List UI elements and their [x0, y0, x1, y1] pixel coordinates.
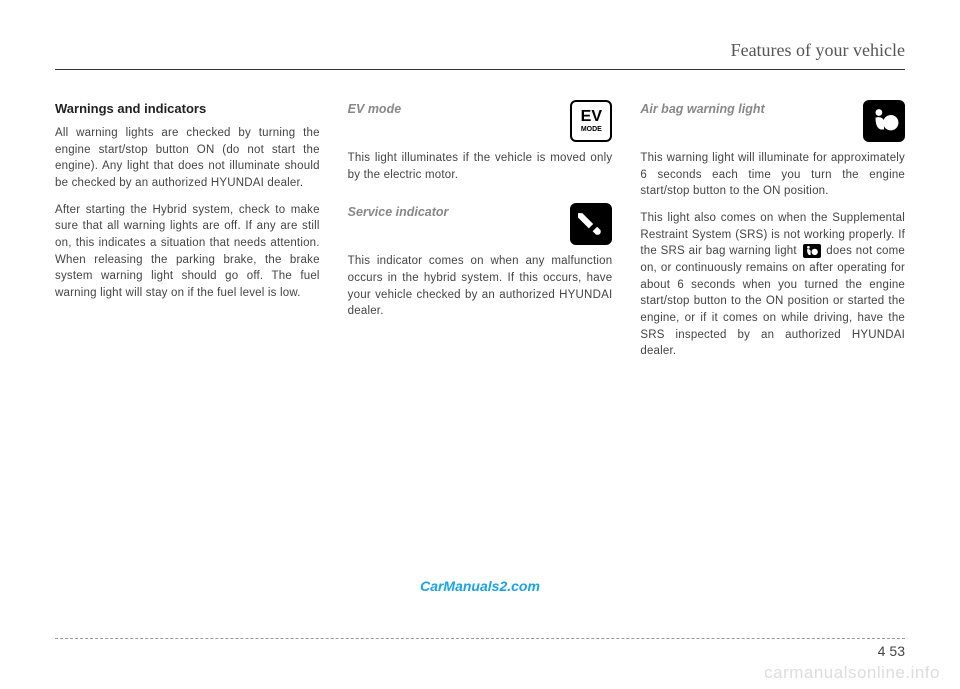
airbag-inline-icon	[803, 244, 821, 258]
wrench-icon	[578, 211, 604, 237]
ev-icon-line1: EV	[581, 108, 602, 126]
content-columns: Warnings and indicators All warning ligh…	[55, 100, 905, 380]
ev-mode-section: EV mode EV MODE This light illuminates i…	[348, 100, 613, 183]
watermark-text: CarManuals2.com	[420, 578, 540, 594]
warnings-p1: All warning lights are checked by turnin…	[55, 125, 320, 192]
airbag-inline-svg	[803, 244, 821, 258]
warnings-p2: After starting the Hybrid system, check …	[55, 202, 320, 302]
column-2: EV mode EV MODE This light illuminates i…	[348, 100, 613, 380]
airbag-icon	[863, 100, 905, 142]
page-major: 4	[878, 643, 886, 659]
site-watermark: carmanualsonline.info	[764, 663, 940, 683]
ev-icon-line2: MODE	[581, 126, 602, 134]
ev-mode-header: EV mode EV MODE	[348, 100, 613, 142]
airbag-svg-icon	[867, 104, 901, 138]
ev-icon-text: EV MODE	[581, 108, 602, 133]
ev-mode-p1: This light illuminates if the vehicle is…	[348, 150, 613, 183]
warnings-title: Warnings and indicators	[55, 100, 320, 119]
airbag-p2: This light also comes on when the Supple…	[640, 210, 905, 360]
ev-mode-title: EV mode	[348, 100, 561, 118]
ev-mode-icon: EV MODE	[570, 100, 612, 142]
column-3: Air bag warning light This warning light…	[640, 100, 905, 380]
airbag-header: Air bag warning light	[640, 100, 905, 142]
page: Features of your vehicle Warnings and in…	[0, 0, 960, 380]
column-1: Warnings and indicators All warning ligh…	[55, 100, 320, 380]
airbag-p2b: does not come on, or continuously remain…	[640, 245, 905, 357]
page-minor: 53	[889, 643, 905, 659]
service-icon	[570, 203, 612, 245]
page-number: 453	[878, 643, 905, 659]
service-header: Service indicator	[348, 203, 613, 245]
service-p1: This indicator comes on when any malfunc…	[348, 253, 613, 320]
airbag-p1: This warning light will illuminate for a…	[640, 150, 905, 200]
page-header: Features of your vehicle	[55, 40, 905, 70]
service-indicator-section: Service indicator This indicator comes o…	[348, 203, 613, 320]
service-title: Service indicator	[348, 203, 561, 221]
footer-divider	[55, 638, 905, 639]
airbag-title: Air bag warning light	[640, 100, 853, 118]
airbag-section: Air bag warning light This warning light…	[640, 100, 905, 360]
